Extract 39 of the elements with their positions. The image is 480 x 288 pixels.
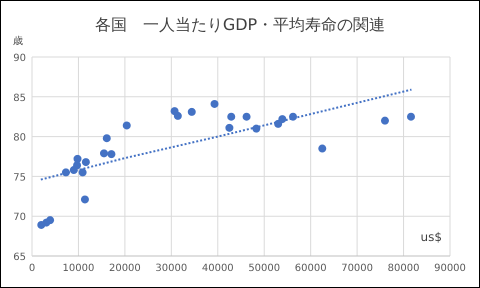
y-axis-title: 歳 [13, 35, 23, 47]
y-tick-label: 90 [13, 53, 26, 64]
point [242, 112, 251, 121]
x-tick-label: 30000 [155, 263, 188, 274]
chart-title: 各国 一人当たりGDP・平均寿命の関連 [94, 15, 386, 34]
x-tick-label: 70000 [341, 263, 374, 274]
point [82, 158, 90, 166]
y-tick-label: 80 [13, 132, 26, 144]
point [225, 124, 234, 132]
point [318, 144, 326, 153]
line-series [40, 88, 412, 181]
point [406, 112, 415, 121]
y-tick-label: 70 [13, 212, 26, 224]
point [107, 150, 116, 158]
point [122, 121, 131, 130]
x-tick-label: 20000 [108, 263, 141, 274]
point [80, 195, 89, 204]
point [78, 168, 87, 176]
point [102, 134, 111, 142]
point [210, 100, 219, 108]
point [380, 116, 389, 125]
point [46, 216, 54, 224]
x-tick-label: 90000 [434, 263, 466, 274]
y-tick-label: 75 [13, 172, 26, 184]
x-tick-label: 60000 [294, 263, 327, 274]
point [227, 112, 236, 121]
x-tick-label: 0 [28, 263, 36, 274]
point [174, 112, 182, 120]
y-tick-label: 65 [13, 252, 26, 263]
point [74, 154, 82, 163]
y-tick-label: 85 [13, 92, 26, 104]
point [188, 108, 196, 116]
x-tick-label: 40000 [202, 263, 234, 274]
x-tick-label: 10000 [62, 263, 94, 274]
x-tick-label: 50000 [248, 263, 280, 274]
x-tick-label: 80000 [388, 263, 420, 274]
x-axis-title: us$ [420, 230, 442, 244]
point [100, 149, 108, 158]
point [73, 161, 82, 170]
